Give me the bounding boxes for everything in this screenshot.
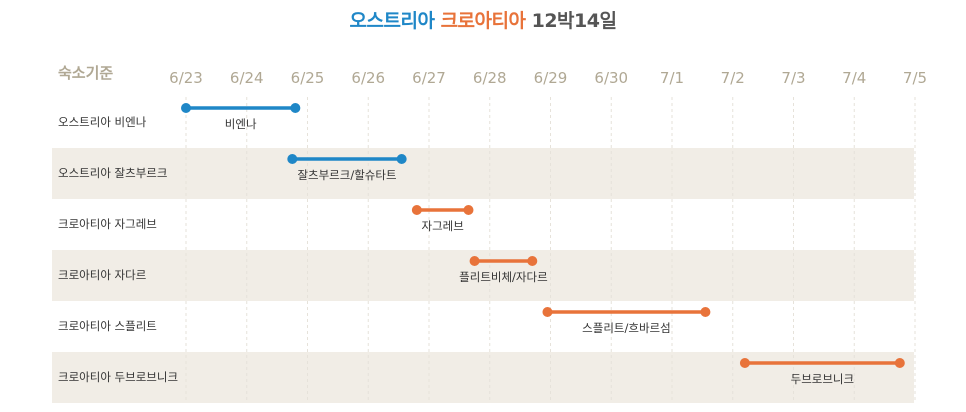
date-tick-label: 6/29 — [534, 69, 568, 87]
row-label: 오스트리아 비엔나 — [58, 115, 147, 129]
row-background — [52, 352, 914, 403]
stay-start-point — [411, 205, 422, 215]
date-tick-label: 7/2 — [721, 69, 745, 87]
stay-end-point — [700, 307, 711, 317]
row: 오스트리아 비엔나 비엔나 — [58, 103, 301, 131]
date-tick-label: 6/24 — [230, 69, 264, 87]
stay-bar-label: 플리트비체/자다르 — [459, 270, 548, 284]
date-tick-label: 7/1 — [660, 69, 684, 87]
row-label: 오스트리아 잘츠부르크 — [58, 166, 167, 180]
stay-end-point — [527, 256, 538, 266]
date-tick-label: 6/27 — [412, 69, 446, 87]
date-tick-label: 7/5 — [903, 69, 927, 87]
title-duration: 12박14일 — [531, 10, 617, 32]
stay-end-point — [894, 358, 905, 368]
row-label: 크로아티아 두브로브니크 — [58, 370, 178, 384]
stay-start-point — [739, 358, 750, 368]
date-tick-label: 6/28 — [473, 69, 507, 87]
date-tick-label: 6/23 — [169, 69, 203, 87]
stay-start-point — [542, 307, 553, 317]
row: 크로아티아 스플리트 스플리트/흐바르섬 — [58, 307, 711, 335]
row-label: 크로아티아 스플리트 — [58, 319, 157, 333]
date-gridlines — [185, 97, 916, 403]
row-backgrounds — [52, 148, 914, 403]
stay-end-point — [290, 103, 301, 113]
stay-end-point — [396, 154, 407, 164]
row-background — [52, 148, 914, 199]
stay-start-point — [287, 154, 298, 164]
chart-title: 오스트리아 크로아티아 12박14일 — [0, 6, 966, 33]
date-tick-label: 7/4 — [842, 69, 866, 87]
stay-bar-label: 잘츠부르크/할슈타트 — [297, 168, 396, 182]
row-label: 크로아티아 자그레브 — [58, 217, 157, 231]
title-austria: 오스트리아 — [349, 10, 435, 32]
date-axis: 6/23 6/24 6/25 6/26 6/27 6/28 6/29 6/30 7/1 7/2 7/… — [169, 69, 927, 87]
stay-start-point — [469, 256, 480, 266]
row: 크로아티아 자다르 플리트비체/자다르 — [58, 256, 548, 284]
date-tick-label: 7/3 — [781, 69, 805, 87]
date-tick-label: 6/25 — [291, 69, 325, 87]
stay-bar-label: 비엔나 — [225, 117, 257, 131]
stay-bar-label: 자그레브 — [422, 219, 464, 233]
date-tick-label: 6/26 — [351, 69, 385, 87]
row-header-label: 숙소기준 — [58, 64, 113, 82]
date-tick-label: 6/30 — [594, 69, 628, 87]
row-label: 크로아티아 자다르 — [58, 268, 146, 282]
title-croatia: 크로아티아 — [440, 10, 526, 32]
stay-end-point — [463, 205, 474, 215]
row: 크로아티아 두브로브니크 두브로브니크 — [58, 358, 905, 386]
row: 오스트리아 잘츠부르크 잘츠부르크/할슈타트 — [58, 154, 407, 182]
row-background — [52, 250, 914, 301]
row: 크로아티아 자그레브 자그레브 — [58, 205, 474, 233]
stay-bar-label: 두브로브니크 — [791, 372, 854, 386]
stay-bar-label: 스플리트/흐바르섬 — [582, 321, 671, 335]
stay-start-point — [181, 103, 191, 113]
